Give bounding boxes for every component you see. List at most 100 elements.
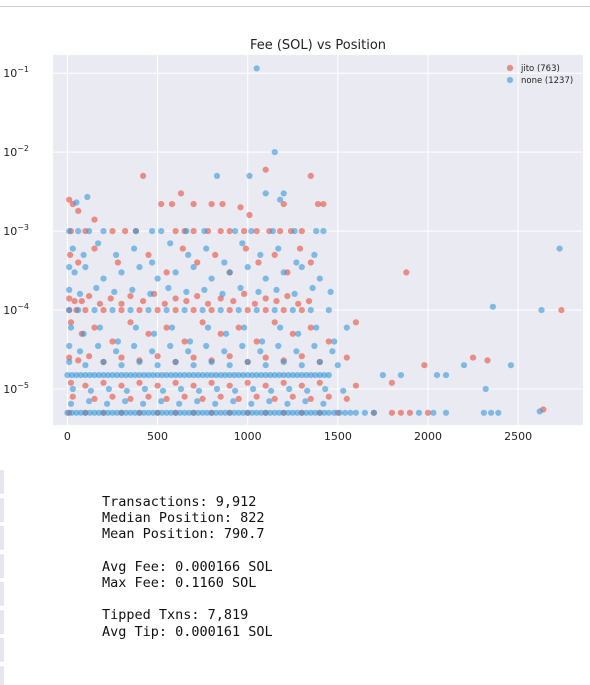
data-point: [91, 372, 98, 379]
data-point: [177, 409, 184, 416]
data-point: [172, 358, 179, 366]
data-point: [235, 307, 242, 314]
x-tick-label: 2500: [504, 430, 532, 440]
data-point: [289, 409, 296, 416]
data-point: [370, 409, 377, 416]
data-point: [87, 387, 94, 394]
data-point: [161, 300, 168, 307]
scatter-points: [64, 65, 565, 416]
data-point: [77, 409, 84, 416]
data-point: [442, 372, 450, 379]
data-point: [268, 387, 275, 394]
data-point: [69, 393, 76, 400]
data-point: [190, 382, 197, 389]
data-point: [136, 379, 143, 386]
data-point: [131, 409, 139, 416]
data-point: [122, 398, 129, 405]
data-point: [113, 372, 121, 379]
data-point: [84, 193, 91, 201]
data-point: [294, 372, 301, 379]
data-point: [249, 409, 256, 416]
data-point: [262, 307, 269, 314]
data-point: [271, 319, 278, 326]
data-point: [199, 307, 206, 314]
data-point: [66, 286, 73, 293]
data-point: [168, 372, 175, 379]
data-point: [262, 362, 269, 369]
data-point: [186, 338, 194, 345]
data-point: [95, 372, 103, 379]
data-point: [406, 409, 413, 416]
x-tick-label: 500: [147, 430, 168, 440]
data-point: [66, 342, 73, 350]
data-point: [303, 372, 310, 379]
data-point: [267, 409, 274, 416]
data-point: [329, 348, 336, 355]
data-point: [190, 307, 197, 314]
data-point: [289, 393, 296, 400]
data-point: [331, 409, 338, 416]
data-point: [280, 372, 287, 379]
data-point: [104, 372, 112, 379]
data-point: [118, 269, 125, 276]
data-point: [316, 379, 323, 386]
data-point: [226, 382, 233, 389]
data-point: [495, 409, 502, 416]
data-point: [127, 293, 134, 300]
data-point: [430, 409, 437, 416]
data-point: [181, 409, 188, 416]
data-point: [118, 372, 125, 379]
data-point: [104, 400, 111, 407]
data-point: [312, 372, 319, 379]
data-point: [194, 398, 201, 405]
data-point: [312, 409, 319, 416]
data-point: [67, 251, 74, 258]
data-point: [488, 409, 495, 416]
data-point: [217, 393, 224, 400]
data-point: [343, 324, 350, 331]
data-point: [311, 342, 318, 350]
series-jito: [66, 166, 565, 416]
data-point: [507, 362, 514, 369]
data-point: [186, 372, 193, 379]
data-point: [248, 400, 255, 407]
data-point: [199, 409, 206, 416]
data-point: [298, 372, 305, 379]
data-point: [275, 342, 282, 350]
data-point: [66, 307, 73, 314]
data-point: [158, 228, 165, 235]
data-point: [320, 228, 327, 235]
data-point: [469, 354, 477, 361]
data-point: [100, 275, 107, 282]
data-point: [122, 228, 129, 235]
data-point: [217, 330, 224, 337]
y-tick-label: 10−5: [3, 381, 29, 396]
x-axis-ticks: 0 500 1000 1500 2000 2500: [64, 430, 532, 440]
data-point: [253, 228, 260, 235]
data-point: [235, 409, 242, 416]
data-point: [231, 372, 238, 379]
data-point: [201, 286, 208, 293]
data-point: [285, 409, 292, 416]
legend-marker: [506, 64, 514, 72]
data-point: [190, 372, 197, 379]
data-point: [105, 385, 112, 393]
data-point: [69, 385, 76, 393]
data-point: [262, 409, 269, 416]
data-point: [213, 385, 221, 393]
data-point: [181, 338, 188, 345]
data-point: [244, 307, 251, 314]
data-point: [293, 259, 300, 266]
data-point: [320, 400, 327, 407]
data-point: [271, 149, 278, 156]
data-point: [150, 409, 157, 416]
data-point: [75, 207, 82, 214]
data-point: [262, 372, 269, 379]
data-point: [262, 275, 269, 282]
data-point: [484, 357, 491, 364]
data-point: [298, 409, 305, 416]
data-point: [208, 201, 215, 208]
data-point: [100, 379, 107, 386]
data-point: [277, 324, 284, 331]
data-point: [235, 395, 242, 402]
